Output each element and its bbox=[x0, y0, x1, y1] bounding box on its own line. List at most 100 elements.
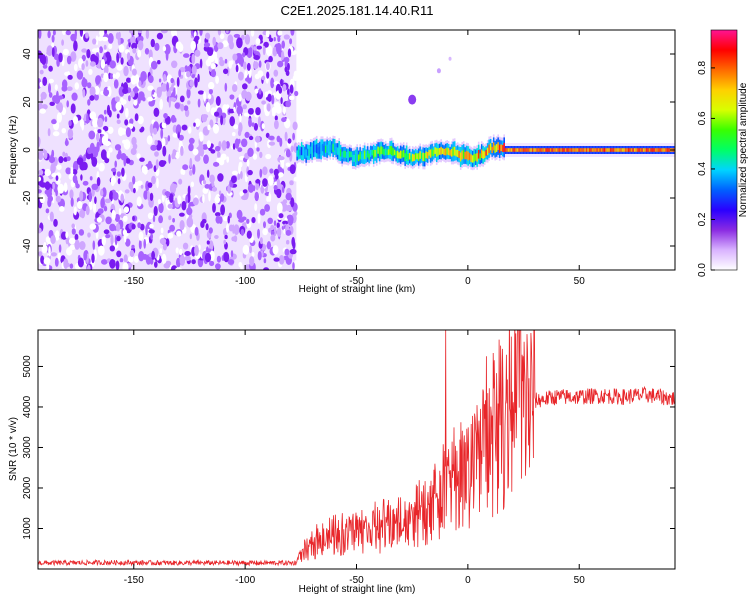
noise-blob bbox=[148, 75, 154, 84]
noise-blob bbox=[289, 84, 294, 94]
noise-blob bbox=[156, 87, 162, 98]
trace-core bbox=[317, 147, 319, 155]
trace-core bbox=[528, 148, 531, 152]
noise-blob bbox=[79, 241, 86, 250]
noise-blob bbox=[215, 96, 221, 106]
noise-blob bbox=[163, 262, 171, 269]
trace-core bbox=[552, 148, 555, 152]
trace-core bbox=[347, 152, 349, 159]
spectrogram-ytick-label: -20 bbox=[22, 190, 33, 205]
noise-blob bbox=[61, 39, 64, 46]
trace-core bbox=[486, 147, 489, 156]
noise-blob bbox=[149, 192, 154, 201]
noise-blob bbox=[87, 99, 91, 106]
noise-blob bbox=[244, 131, 250, 138]
trace-core bbox=[324, 145, 327, 153]
noise-blob bbox=[70, 103, 76, 114]
spectrogram-x-ticks: -150 -100 -50 0 50 bbox=[124, 30, 585, 287]
noise-blob bbox=[190, 181, 195, 188]
noise-blob bbox=[62, 48, 69, 56]
trace-core bbox=[593, 148, 595, 152]
noise-blob bbox=[138, 239, 142, 250]
noise-blob bbox=[217, 173, 224, 182]
noise-blob bbox=[116, 235, 121, 242]
noise-blob bbox=[164, 191, 171, 196]
noise-blob bbox=[81, 48, 88, 53]
noise-blob bbox=[74, 239, 80, 250]
spectrogram-xtick-label: 50 bbox=[574, 276, 586, 287]
noise-blob bbox=[131, 223, 136, 230]
trace-core bbox=[632, 148, 634, 152]
noise-blob bbox=[253, 55, 260, 60]
trace-core bbox=[524, 148, 526, 152]
noise-blob bbox=[209, 174, 215, 184]
snr-ytick-label: 3000 bbox=[22, 436, 33, 459]
noise-blob bbox=[186, 71, 191, 78]
trace-core bbox=[407, 154, 409, 161]
noise-blob bbox=[55, 175, 59, 181]
noise-blob bbox=[52, 30, 56, 36]
noise-blob bbox=[45, 208, 50, 214]
trace-core bbox=[425, 151, 427, 159]
noise-blob bbox=[154, 42, 160, 51]
trace-core bbox=[575, 148, 577, 152]
noise-blob bbox=[45, 236, 51, 244]
noise-blob bbox=[131, 42, 138, 50]
noise-blob bbox=[216, 255, 221, 263]
noise-blob bbox=[249, 256, 255, 267]
noise-blob bbox=[273, 69, 279, 77]
trace-core bbox=[641, 148, 643, 152]
noise-blob bbox=[145, 30, 150, 40]
noise-blob bbox=[285, 70, 290, 76]
trace-core bbox=[585, 148, 588, 152]
faint-feature-2 bbox=[436, 68, 441, 74]
noise-blob bbox=[95, 132, 100, 142]
trace-core bbox=[513, 148, 516, 152]
noise-blob bbox=[268, 55, 273, 63]
noise-blob bbox=[168, 215, 172, 221]
noise-blob bbox=[140, 184, 144, 189]
noise-blob bbox=[248, 135, 254, 141]
noise-blob bbox=[46, 189, 52, 198]
faint-feature bbox=[408, 94, 417, 105]
trace-core bbox=[534, 148, 537, 152]
noise-blob bbox=[175, 247, 179, 254]
trace-core bbox=[557, 148, 559, 152]
noise-blob bbox=[208, 227, 213, 234]
noise-blob bbox=[104, 116, 108, 123]
noise-blob bbox=[189, 233, 192, 240]
noise-blob bbox=[198, 244, 201, 251]
trace-core bbox=[372, 150, 375, 159]
noise-blob bbox=[217, 30, 221, 36]
noise-blob bbox=[103, 44, 107, 50]
snr-ytick-label: 4000 bbox=[22, 395, 33, 418]
trace-core bbox=[519, 148, 522, 152]
noise-blob bbox=[241, 195, 248, 201]
noise-blob bbox=[248, 69, 252, 79]
noise-blob bbox=[262, 178, 268, 187]
noise-blob bbox=[164, 44, 171, 55]
noise-blob bbox=[65, 167, 72, 175]
noise-blob bbox=[133, 255, 139, 263]
noise-blob bbox=[161, 253, 167, 265]
noise-blob bbox=[89, 95, 95, 101]
noise-blob bbox=[116, 113, 120, 119]
noise-blob bbox=[239, 113, 242, 123]
noise-blob bbox=[109, 60, 116, 69]
colorbar-ticks: 0.0 0.2 0.4 0.6 0.8 bbox=[697, 61, 715, 277]
trace-core bbox=[435, 148, 438, 157]
noise-blob bbox=[77, 257, 84, 268]
spectrogram-ytick-label: 20 bbox=[22, 96, 33, 108]
noise-blob bbox=[156, 32, 163, 40]
noise-blob bbox=[126, 77, 131, 83]
noise-blob bbox=[276, 227, 282, 237]
trace-core bbox=[482, 150, 484, 159]
noise-blob bbox=[120, 193, 124, 203]
colorbar-tick-label: 0.2 bbox=[697, 212, 708, 226]
noise-blob bbox=[212, 36, 216, 47]
noise-blob bbox=[237, 129, 242, 137]
noise-blob bbox=[48, 78, 54, 84]
spectrogram-y-label: Frequency (Hz) bbox=[8, 116, 19, 185]
noise-blob bbox=[190, 40, 196, 51]
